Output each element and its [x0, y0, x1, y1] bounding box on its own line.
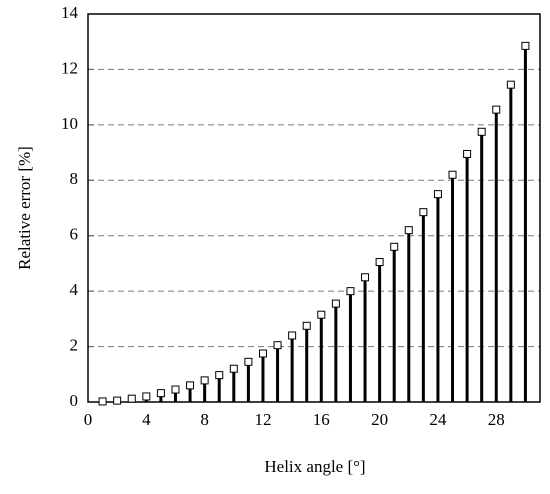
x-tick-label: 4 — [142, 410, 151, 429]
y-tick-label: 6 — [70, 225, 79, 244]
x-tick-label: 12 — [254, 410, 271, 429]
stem-marker — [492, 105, 501, 114]
stem-marker — [142, 392, 151, 401]
x-tick-label: 24 — [429, 410, 447, 429]
y-axis-label: Relative error [%] — [15, 146, 34, 270]
stem-marker — [113, 396, 122, 405]
stem-marker — [98, 397, 107, 406]
y-tick-label: 12 — [61, 58, 78, 77]
stem-marker — [433, 190, 442, 199]
stem-marker — [186, 381, 195, 390]
y-tick-label: 0 — [70, 391, 79, 410]
stem-marker — [229, 364, 238, 373]
y-tick-label: 10 — [61, 114, 78, 133]
stem-marker — [448, 170, 457, 179]
x-tick-label: 20 — [371, 410, 388, 429]
stem-marker — [477, 127, 486, 136]
plot-frame — [87, 13, 541, 403]
stem-marker — [302, 321, 311, 330]
stem-marker — [244, 357, 253, 366]
stem-marker — [361, 273, 370, 282]
x-tick-label: 8 — [200, 410, 209, 429]
stem-marker — [171, 385, 180, 394]
stem-marker — [258, 349, 267, 358]
stem-marker — [521, 41, 530, 50]
y-tick-label: 2 — [70, 335, 79, 354]
stem-marker — [127, 394, 136, 403]
stem-marker — [419, 208, 428, 217]
y-tick-label: 14 — [61, 3, 79, 22]
stem-marker — [215, 371, 224, 380]
stem-marker — [390, 242, 399, 251]
stem-marker — [156, 389, 165, 398]
x-tick-label: 16 — [313, 410, 330, 429]
stem-marker — [346, 287, 355, 296]
stem-marker — [288, 331, 297, 340]
x-axis-label: Helix angle [°] — [264, 457, 365, 476]
x-tick-label: 28 — [488, 410, 505, 429]
x-tick-label: 0 — [84, 410, 93, 429]
stem-marker — [331, 299, 340, 308]
stem-marker — [404, 226, 413, 235]
y-tick-label: 4 — [70, 280, 79, 299]
stem-marker — [375, 258, 384, 267]
stem-marker — [463, 149, 472, 158]
stem-marker — [317, 310, 326, 319]
stem-marker — [506, 80, 515, 89]
y-tick-label: 8 — [70, 169, 79, 188]
stem-marker — [273, 341, 282, 350]
stem-marker — [200, 376, 209, 385]
